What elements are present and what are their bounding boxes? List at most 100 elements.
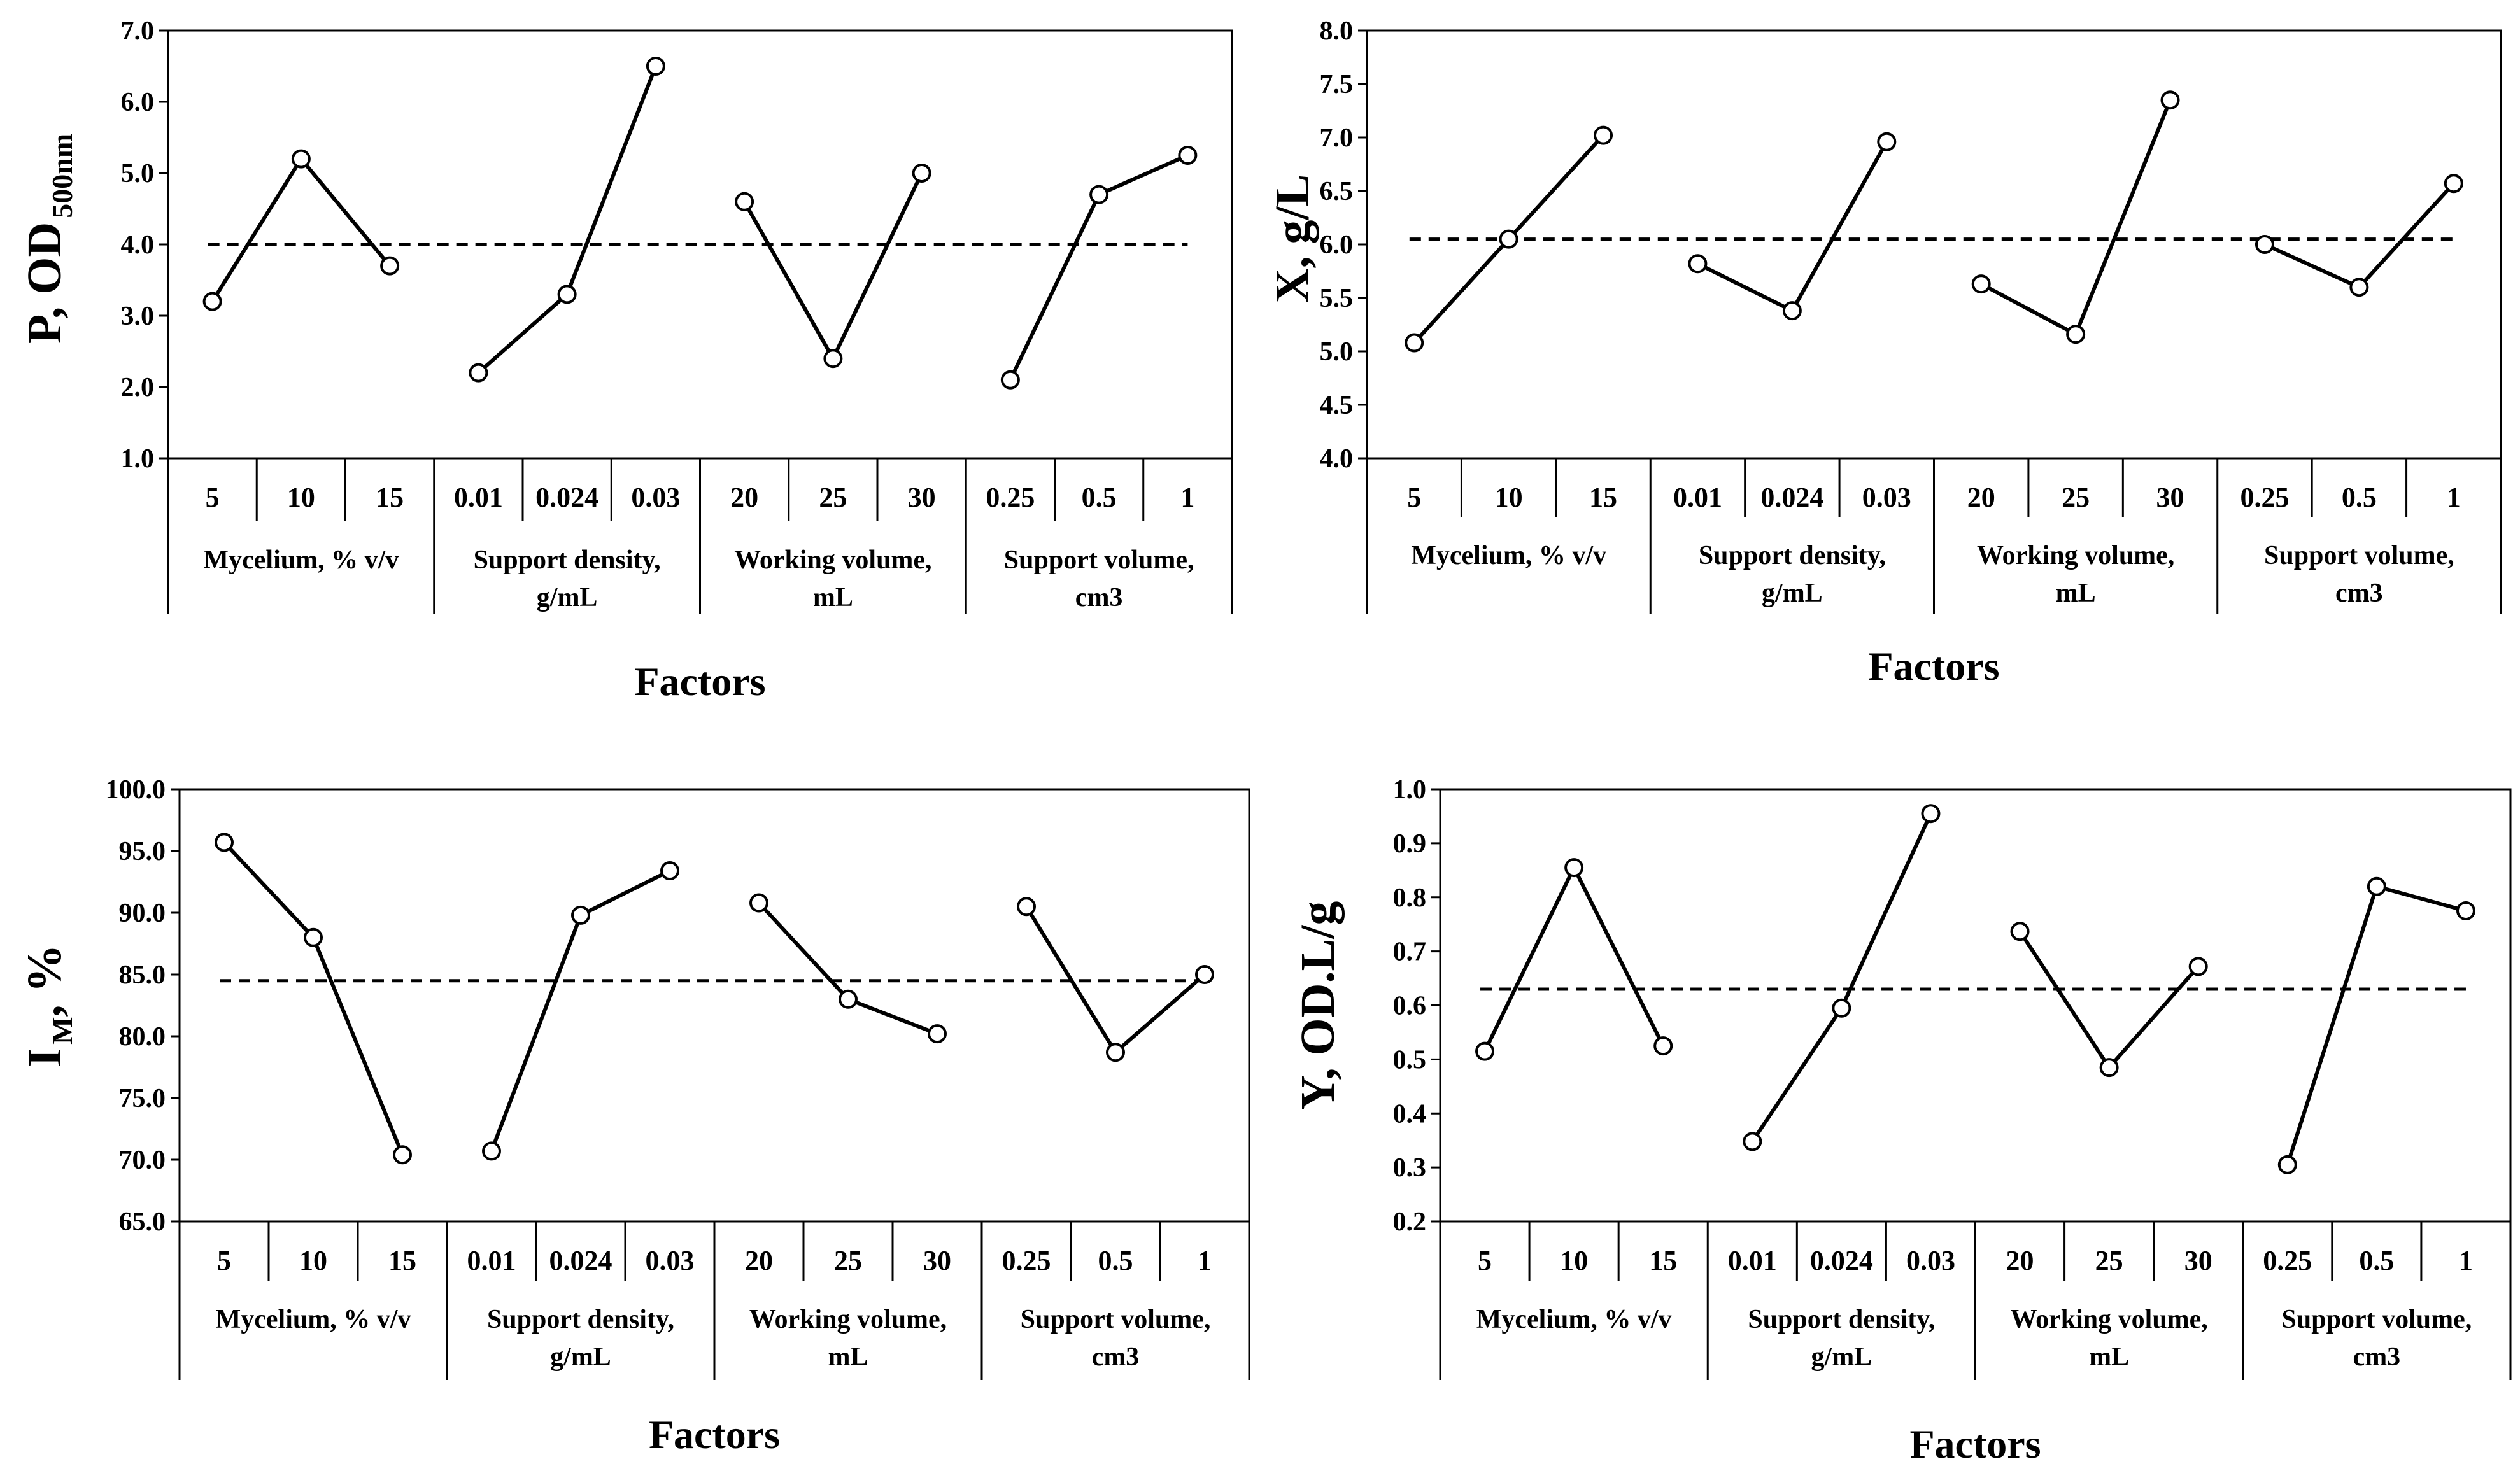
- category-tick-label: 15: [1589, 482, 1617, 513]
- data-point: [2277, 1155, 2297, 1174]
- y-tick-label: 65.0: [119, 1207, 166, 1237]
- data-point: [2456, 901, 2475, 920]
- category-tick-label: 0.01: [1673, 482, 1722, 513]
- y-axis-title-main: I: [18, 1048, 71, 1067]
- y-axis-title: IM, %: [18, 945, 78, 1067]
- category-tick-label: 0.25: [2240, 482, 2289, 513]
- y-axis-title-main: P, OD: [18, 222, 71, 344]
- factor-group-label: Support volume,: [1004, 545, 1194, 575]
- x-axis-title: Factors: [634, 659, 765, 704]
- data-point: [202, 292, 222, 311]
- data-point: [291, 149, 311, 169]
- category-tick-label: 0.5: [1082, 482, 1117, 513]
- factor-group-label: Support density,: [487, 1305, 674, 1334]
- y-tick-label: 0.5: [1393, 1045, 1427, 1074]
- y-tick-label: 7.0: [1320, 123, 1354, 153]
- factor-group-unit: mL: [828, 1342, 868, 1372]
- category-tick-label: 5: [1478, 1245, 1492, 1276]
- factor-group-label: Mycelium, % v/v: [1476, 1305, 1672, 1334]
- category-tick-label: 0.024: [1810, 1245, 1873, 1276]
- chart-panel-2: 8.0 7.5 7.0 6.5 6.0 5.5 5.0 4.5 4.0 5 10 15 0.01 0.02…: [1266, 17, 2502, 689]
- series-line: [2018, 930, 2200, 1071]
- data-point: [1017, 897, 1036, 917]
- data-point: [749, 893, 768, 913]
- category-tick-label: 0.25: [986, 482, 1035, 513]
- data-point: [1832, 998, 1851, 1018]
- y-tick-label: 5.5: [1320, 284, 1354, 313]
- data-point: [1877, 132, 1897, 151]
- data-point: [2255, 235, 2274, 254]
- data-point: [557, 285, 577, 304]
- category-tick-label: 0.01: [454, 482, 503, 513]
- category-tick-label: 0.024: [535, 482, 598, 513]
- data-point: [928, 1024, 947, 1044]
- factor-group-label: Mycelium, % v/v: [216, 1305, 411, 1334]
- category-tick-label: 0.03: [646, 1245, 695, 1276]
- category-tick-label: 20: [730, 482, 758, 513]
- y-tick-label: 90.0: [119, 899, 166, 928]
- factor-group-unit: cm3: [1092, 1342, 1140, 1372]
- factor-group-label: Support volume,: [2264, 541, 2454, 570]
- factor-group-unit: cm3: [2353, 1342, 2401, 1372]
- category-tick-label: 1: [1180, 482, 1194, 513]
- data-point: [1106, 1043, 1125, 1062]
- series-line: [2285, 884, 2467, 1165]
- y-axis-title-subscript: M: [46, 1017, 78, 1045]
- factor-group-label: Working volume,: [1977, 541, 2174, 570]
- category-tick-label: 15: [376, 482, 404, 513]
- category-tick-label: 0.01: [467, 1245, 516, 1276]
- category-tick-label: 0.024: [549, 1245, 612, 1276]
- data-point: [735, 192, 754, 211]
- data-point: [1499, 229, 1518, 249]
- series-line: [1980, 99, 2172, 337]
- y-tick-label: 6.0: [121, 88, 155, 117]
- data-point: [1405, 333, 1424, 353]
- data-point: [2160, 90, 2180, 110]
- y-tick-label: 4.5: [1320, 391, 1354, 420]
- y-tick-label: 4.0: [121, 230, 155, 260]
- chart-panel-4: 1.00.90.80.70.60.50.40.30.25 10 15 0.01 0.02…: [1291, 775, 2512, 1467]
- series-line: [2263, 182, 2456, 290]
- data-point: [215, 833, 234, 852]
- factor-group-label: Support volume,: [1021, 1305, 1211, 1334]
- data-point: [823, 349, 843, 369]
- category-tick-label: 0.03: [1906, 1245, 1955, 1276]
- factor-group-unit: mL: [2056, 579, 2096, 608]
- data-point: [1089, 185, 1109, 204]
- data-point: [1195, 965, 1214, 984]
- category-tick-label: 30: [2184, 1245, 2212, 1276]
- category-tick-label: 10: [1495, 482, 1523, 513]
- y-axis-title-main: Y, OD.L/g: [1291, 901, 1345, 1111]
- factor-group-unit: cm3: [1075, 583, 1123, 612]
- y-axis-title-tail: , %: [18, 945, 71, 1017]
- data-point: [1564, 858, 1584, 878]
- category-tick-label: 15: [388, 1245, 416, 1276]
- y-tick-label: 75.0: [119, 1084, 166, 1113]
- category-tick-label: 1: [2459, 1245, 2473, 1276]
- factor-group-label: Working volume,: [749, 1305, 947, 1334]
- data-point: [393, 1145, 412, 1165]
- factor-group-label: Support density,: [1748, 1305, 1935, 1334]
- data-point: [1921, 804, 1941, 824]
- data-point: [1178, 146, 1198, 165]
- category-tick-label: 20: [1967, 482, 1995, 513]
- category-tick-label: 0.03: [1862, 482, 1911, 513]
- data-point: [839, 989, 858, 1009]
- y-axis-title: Y, OD.L/g: [1291, 901, 1345, 1111]
- y-tick-label: 80.0: [119, 1022, 166, 1052]
- factor-group-unit: g/mL: [550, 1342, 611, 1372]
- category-tick-label: 15: [1649, 1245, 1677, 1276]
- data-point: [660, 861, 679, 881]
- category-tick-label: 0.25: [2263, 1245, 2312, 1276]
- y-tick-label: 7.0: [121, 17, 155, 46]
- chart-panel-3: 100.0 95.0 90.0 85.0 80.0 75.0 70.0 65.0 5 10 15 0.…: [18, 775, 1250, 1457]
- factor-group-label: Support density,: [474, 545, 661, 575]
- data-point: [2188, 957, 2208, 976]
- data-point: [469, 363, 488, 383]
- data-point: [1594, 125, 1613, 145]
- data-point: [1000, 370, 1020, 390]
- y-axis-title-subscript: 500nm: [46, 134, 78, 218]
- category-tick-label: 0.01: [1728, 1245, 1777, 1276]
- factor-group-unit: g/mL: [537, 583, 598, 612]
